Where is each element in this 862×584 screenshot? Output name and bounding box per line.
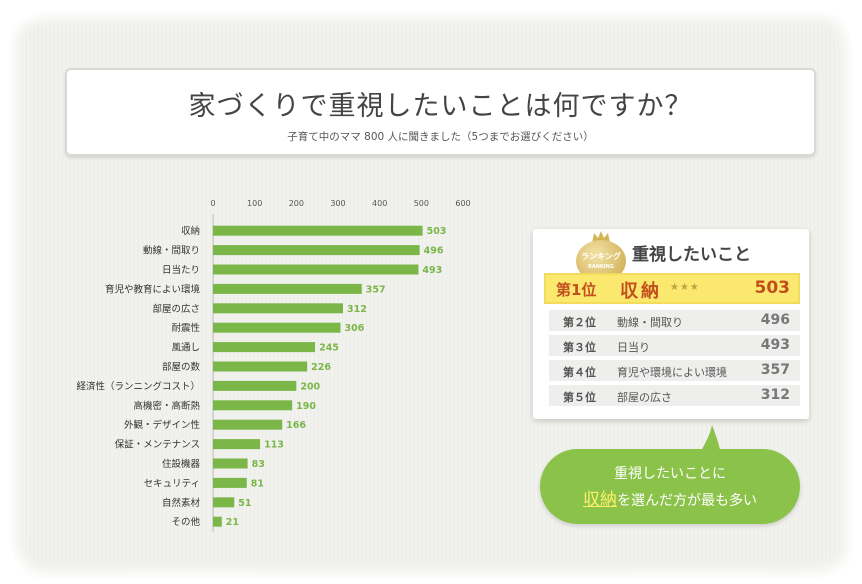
category-label: 日当たり <box>162 264 200 276</box>
bar <box>213 361 308 372</box>
ranking-first-name: 収納 <box>620 281 662 302</box>
bar <box>213 283 362 294</box>
category-label: その他 <box>171 516 200 528</box>
bar <box>213 264 419 275</box>
x-tick-label: 100 <box>247 199 262 208</box>
category-label: 経済性（ランニングコスト） <box>76 380 200 392</box>
value-label: 245 <box>319 343 339 354</box>
bar <box>213 322 341 333</box>
speech-bubble-line1: 重視したいことに <box>614 466 726 482</box>
ranking-first-value: 503 <box>754 278 791 298</box>
category-label: 自然素材 <box>162 497 201 509</box>
value-label: 200 <box>300 381 320 392</box>
value-label: 190 <box>296 401 316 412</box>
ranking-row-value: 312 <box>760 387 790 403</box>
ranking-row: 第２位 動線・間取り 496 <box>549 310 800 331</box>
x-tick-label: 0 <box>210 199 215 208</box>
category-label: 外観・デザイン性 <box>124 419 201 431</box>
bar <box>213 303 343 314</box>
category-label: セキュリティ <box>144 478 200 489</box>
ranking-row-value: 496 <box>760 312 790 328</box>
value-label: 21 <box>226 517 239 528</box>
ranking-row-name: 動線・間取り <box>617 316 683 329</box>
value-label: 81 <box>251 478 264 489</box>
ranking-card: ランキング RANKING 重視したいこと 第1位 収納 ★★★ 503 第２位… <box>533 229 809 419</box>
ranking-row-name: 育児や環境によい環境 <box>617 366 727 379</box>
bar <box>213 400 293 411</box>
bar <box>213 225 423 236</box>
x-tick-label: 200 <box>289 199 304 208</box>
value-label: 357 <box>366 284 386 295</box>
x-tick-label: 500 <box>414 199 429 208</box>
title-box: 家づくりで重視したいことは何ですか？ 子育て中のママ 800 人に聞きました（5… <box>65 68 816 156</box>
ranking-row-value: 493 <box>760 337 790 353</box>
value-label: 166 <box>286 420 306 431</box>
page-subtitle: 子育て中のママ 800 人に聞きました（5つまでお選びください） <box>287 131 594 143</box>
bar <box>213 380 297 391</box>
value-label: 306 <box>345 323 365 334</box>
ranking-badge-label: ランキング <box>581 252 621 261</box>
bar <box>213 516 222 527</box>
bar <box>213 245 420 256</box>
category-label: 育児や教育によい環境 <box>105 283 201 295</box>
ranking-row-name: 日当り <box>617 341 650 354</box>
ranking-row-rank: 第４位 <box>563 366 596 379</box>
ranking-badge-sublabel: RANKING <box>588 264 614 270</box>
x-tick-label: 600 <box>455 199 470 208</box>
bar <box>213 497 235 508</box>
value-label: 51 <box>238 498 251 509</box>
star-icons: ★★★ <box>670 282 700 293</box>
value-label: 503 <box>427 226 447 237</box>
category-label: 住設機器 <box>162 458 201 470</box>
ranking-row-rank: 第２位 <box>563 316 596 329</box>
page-title: 家づくりで重視したいことは何ですか？ <box>188 91 693 122</box>
value-label: 312 <box>347 304 367 315</box>
value-label: 493 <box>422 265 442 276</box>
ranking-row: 第５位 部屋の広さ 312 <box>549 385 800 406</box>
ranking-row-value: 357 <box>760 362 790 378</box>
category-label: 部屋の広さ <box>152 303 200 315</box>
value-label: 226 <box>311 362 331 373</box>
category-label: 保証・メンテナンス <box>115 439 200 451</box>
bar <box>213 439 261 450</box>
bar <box>213 458 248 469</box>
value-label: 113 <box>264 440 284 451</box>
ranking-title: 重視したいこと <box>632 245 751 265</box>
bar <box>213 477 247 488</box>
category-label: 風通し <box>171 343 200 354</box>
category-label: 部屋の数 <box>162 361 201 373</box>
category-label: 収納 <box>181 225 200 237</box>
x-tick-label: 400 <box>372 199 387 208</box>
value-label: 496 <box>424 246 444 257</box>
category-label: 高機密・高断熱 <box>133 400 200 412</box>
ranking-row-rank: 第３位 <box>563 341 596 354</box>
bar <box>213 419 283 430</box>
ranking-row-name: 部屋の広さ <box>617 391 672 404</box>
ranking-row: 第３位 日当り 493 <box>549 335 800 356</box>
x-tick-label: 300 <box>330 199 345 208</box>
speech-bubble: 重視したいことに 収納を選んだ方が最も多い <box>540 449 800 524</box>
category-label: 動線・間取り <box>143 245 200 257</box>
value-label: 83 <box>252 459 265 470</box>
ranking-first-rank: 第1位 <box>556 281 597 299</box>
ranking-row-first: 第1位 収納 ★★★ 503 <box>544 273 800 304</box>
speech-bubble-highlight: 収納 <box>583 490 617 510</box>
category-label: 耐震性 <box>171 322 200 334</box>
speech-bubble-line2: 収納を選んだ方が最も多い <box>540 485 800 510</box>
speech-bubble-line2-text: を選んだ方が最も多い <box>617 493 757 509</box>
ranking-row: 第４位 育児や環境によい環境 357 <box>549 360 800 381</box>
bar <box>213 342 316 353</box>
ranking-row-rank: 第５位 <box>563 391 596 404</box>
